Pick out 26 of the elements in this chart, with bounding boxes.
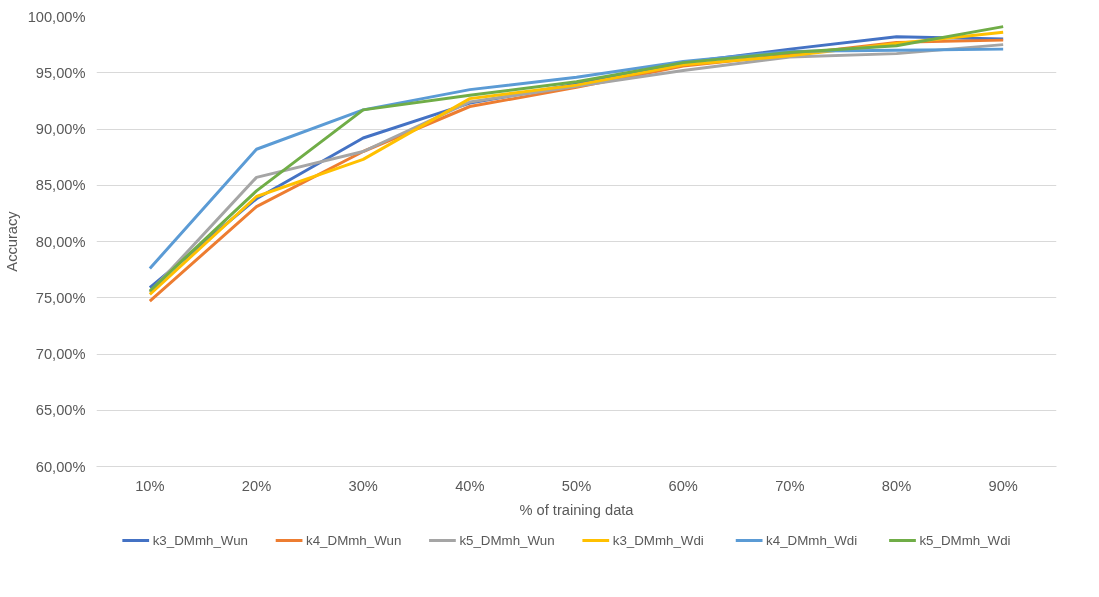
y-tick-label: 85,00% [35,177,86,194]
legend-label: k3_DMmh_Wun [152,533,248,548]
y-tick-label: 95,00% [35,64,86,81]
x-tick-label: 20% [241,477,272,494]
legend-label: k4_DMmh_Wun [306,533,402,548]
y-tick-label: 70,00% [35,346,86,362]
x-tick-label: 80% [881,477,912,494]
x-tick-label: 90% [988,477,1018,494]
y-tick-label: 75,00% [35,289,86,306]
legend-label: k3_DMmh_Wdi [612,533,704,548]
x-tick-label: 40% [455,477,485,494]
y-tick-label: 65,00% [35,402,86,419]
y-tick-label: 100,00% [27,8,86,25]
x-tick-label: 50% [561,477,592,494]
y-tick-label: 60,00% [35,458,86,475]
x-tick-label: 70% [775,477,805,494]
x-tick-label: 60% [668,477,698,494]
x-tick-label: 10% [135,477,165,494]
y-axis-title: Accuracy [3,210,20,272]
y-tick-label: 80,00% [35,233,86,250]
x-tick-label: 30% [348,477,378,494]
legend-label: k5_DMmh_Wdi [919,533,1011,548]
x-axis-title: % of training data [519,501,635,518]
legend-label: k4_DMmh_Wdi [766,533,858,548]
y-tick-label: 90,00% [35,121,86,137]
legend-label: k5_DMmh_Wun [459,533,555,548]
